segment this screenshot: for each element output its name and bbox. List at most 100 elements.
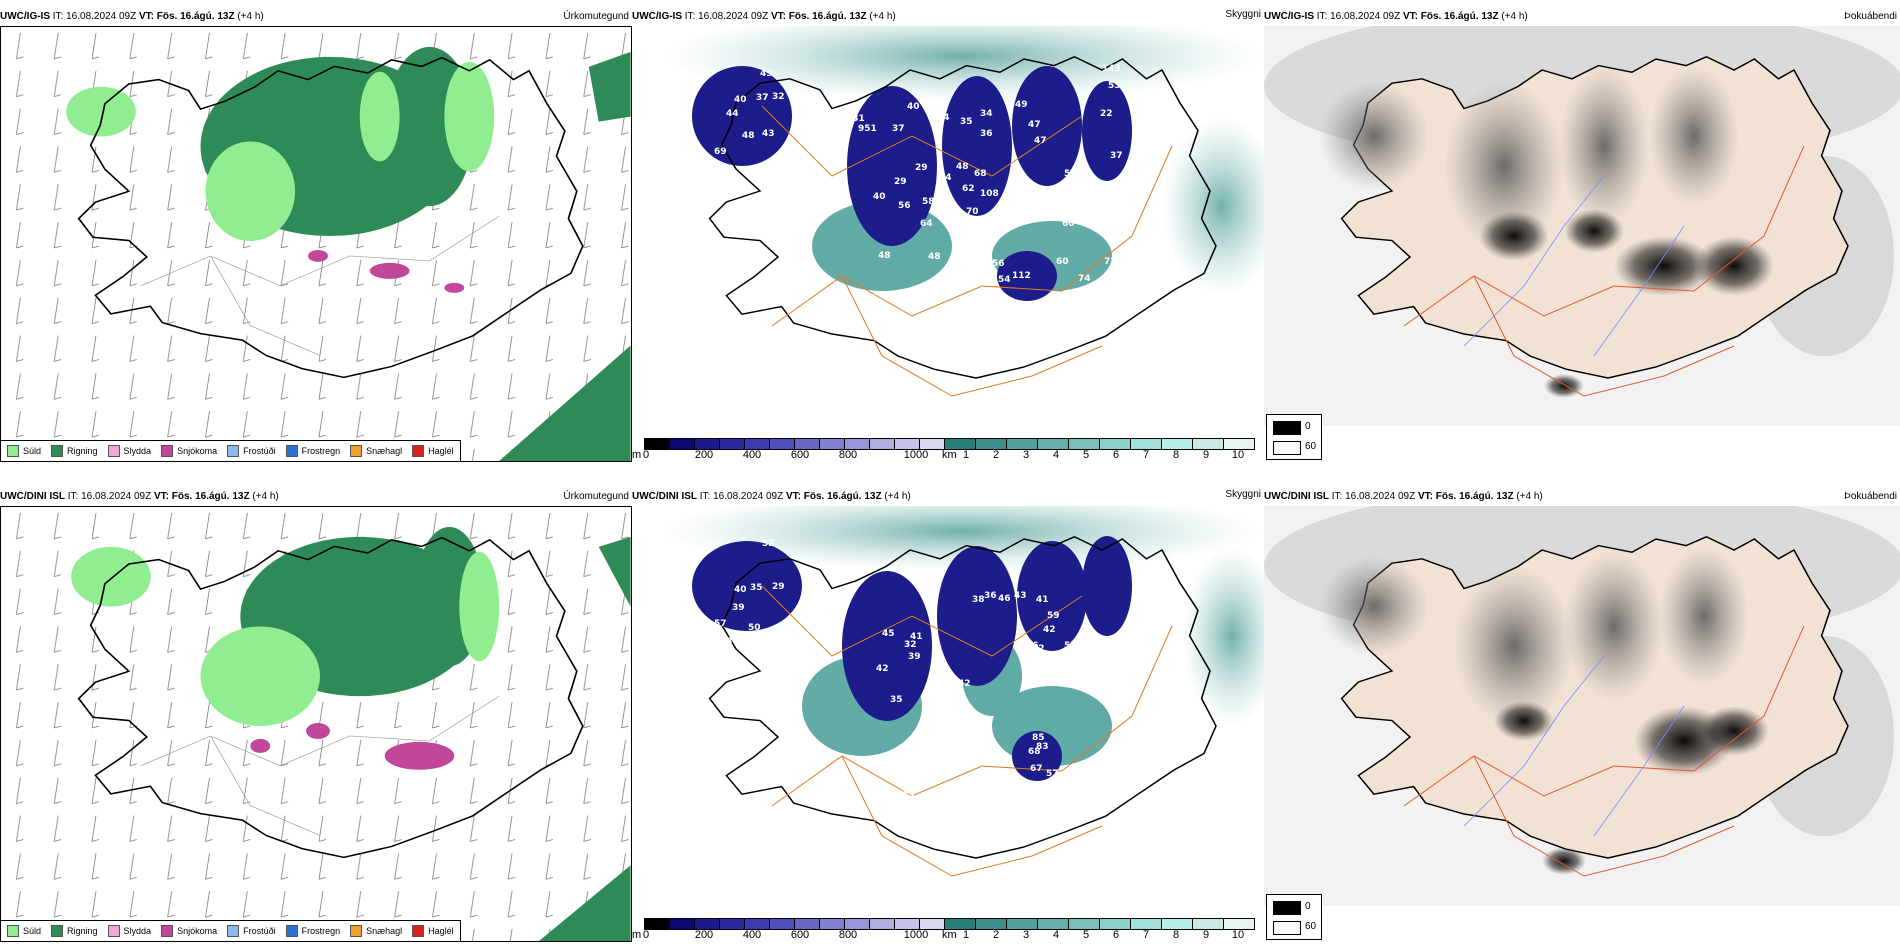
model-name: UWC/IG-IS [1264, 11, 1314, 22]
panel-title: Úrkomutegund [563, 491, 629, 502]
legend-swatch [7, 445, 19, 457]
peak-height-label: 35 [862, 781, 875, 791]
peak-height-label: 22 [1100, 109, 1113, 119]
fog-legend-max-swatch [1273, 921, 1301, 935]
colorbar-tick: 7 [1142, 929, 1150, 941]
peak-height-label: 56 [898, 201, 911, 211]
peak-height-label: 48 [956, 162, 969, 172]
peak-height-label: 35 [960, 117, 973, 127]
visibility-colorbar: km 1 2 3 4 5 6 7 8 9 10 [942, 438, 1264, 468]
precip-type-map [0, 506, 632, 942]
peak-height-label: 64 [939, 173, 952, 183]
peak-height-label: 49 [760, 69, 773, 79]
precip-type-panel-dini: UWC/DINI ISL IT: 16.08.2024 09Z VT: Fös.… [0, 490, 632, 942]
model-name: UWC/DINI ISL [0, 491, 65, 502]
colorbar-tick: 1 [962, 449, 970, 461]
snow-areas [308, 249, 465, 293]
colorbar-unit: km [942, 449, 957, 461]
init-time: IT: 16.08.2024 09Z [699, 491, 784, 502]
peak-height-label: 43 [1014, 591, 1027, 601]
colorbar-tick: 1000 [903, 449, 929, 461]
legend-swatch [227, 445, 240, 457]
roads [761, 585, 1173, 877]
panel-title: Skyggni [1225, 489, 1261, 500]
peak-height-label: 34 [937, 113, 950, 123]
high-terrain-areas [692, 66, 1132, 301]
peak-height-label: 46 [998, 594, 1011, 604]
peak-height-label: 40 [734, 95, 747, 105]
legend-swatch [51, 445, 64, 457]
legend-swatch [107, 925, 120, 937]
fog-legend-max: 60 [1305, 921, 1317, 932]
peak-height-label: 70 [966, 207, 979, 217]
peak-height-label: 57 [1084, 761, 1097, 771]
legend-item: Frostregn [285, 925, 340, 937]
peak-height-label: 43 [794, 157, 807, 167]
legend-item: Frostúði [227, 925, 276, 937]
peak-height-label: 32 [904, 640, 917, 650]
peak-height-label: 34 [980, 109, 993, 119]
fog-legend-min: 0 [1305, 901, 1311, 912]
precip-type-map [0, 26, 632, 462]
colorbar-tick: 0 [642, 449, 650, 461]
legend-swatch [350, 925, 363, 937]
peak-height-label: 48 [742, 131, 755, 141]
rivers [1463, 655, 1685, 837]
roads [1403, 625, 1805, 877]
colorbar-tick: 4 [1052, 929, 1060, 941]
colorbar-boxes [944, 438, 1255, 450]
peak-height-label: 53 [1108, 81, 1121, 91]
legend-item: Frostregn [285, 445, 340, 457]
legend-item: Frostúði [227, 445, 276, 457]
peak-height-label: 48 [922, 777, 935, 787]
colorbar-boxes [944, 918, 1255, 930]
panel-header: UWC/IG-IS IT: 16.08.2024 09Z VT: Fös. 16… [1264, 10, 1900, 24]
colorbar-tick: 5 [1082, 929, 1090, 941]
colorbar-tick: 9 [1202, 929, 1210, 941]
snow-areas [250, 723, 455, 770]
terrain-height-colorbar: m 0 200 400 600 800 1000 [632, 918, 945, 948]
colorbar-tick: 7 [1142, 449, 1150, 461]
peak-height-label: 44 [726, 109, 739, 119]
legend-swatch [412, 925, 425, 937]
colorbar-tick: 6 [1112, 929, 1120, 941]
legend-item: Slydda [107, 445, 151, 457]
panel-header: UWC/IG-IS IT: 16.08.2024 09Z VT: Fös. 16… [0, 10, 632, 24]
peak-height-label: 47 [1034, 136, 1047, 146]
legend-swatch [412, 445, 425, 457]
fog-index-legend: 0 60 [1266, 894, 1322, 940]
legend-swatch [161, 925, 174, 937]
peak-height-label: 40 [734, 585, 747, 595]
visibility-colorbar: km 1 2 3 4 5 6 7 8 9 10 [942, 918, 1264, 948]
legend-item: Haglél [412, 925, 454, 937]
peak-height-label: 72 [1104, 257, 1117, 267]
legend-item: Snæhagl [350, 445, 402, 457]
peak-height-label: 45 [882, 629, 895, 639]
peak-height-label: 52 [1032, 644, 1045, 654]
colorbar-unit: km [942, 929, 957, 941]
panel-header: UWC/DINI ISL IT: 16.08.2024 09Z VT: Fös.… [0, 490, 632, 504]
init-time: IT: 16.08.2024 09Z [684, 11, 769, 22]
peak-height-label: 67 [1030, 764, 1043, 774]
panel-title: Skyggni [1225, 9, 1261, 20]
model-name: UWC/IG-IS [0, 11, 50, 22]
peak-height-label: 45 [902, 790, 915, 800]
fog-index-map [1264, 506, 1900, 906]
peak-height-label: 43 [762, 129, 775, 139]
peak-height-label: 59 [1047, 611, 1060, 621]
lead-time: (+4 h) [869, 11, 896, 22]
lead-time: (+4 h) [237, 11, 264, 22]
legend-swatch [227, 925, 240, 937]
colorbar-tick: 800 [838, 449, 858, 461]
peak-height-label: 36 [980, 129, 993, 139]
valid-time: VT: Fös. 16.ágú. 13Z [138, 11, 235, 22]
visibility-panel-dini: UWC/DINI ISL IT: 16.08.2024 09Z VT: Fös.… [632, 489, 1264, 942]
init-time: IT: 16.08.2024 09Z [1331, 491, 1416, 502]
legend-item: Rigning [51, 925, 98, 937]
colorbar-tick: 8 [1172, 449, 1180, 461]
legend-item: Snæhagl [350, 925, 402, 937]
peak-height-label: 54 [998, 275, 1011, 285]
